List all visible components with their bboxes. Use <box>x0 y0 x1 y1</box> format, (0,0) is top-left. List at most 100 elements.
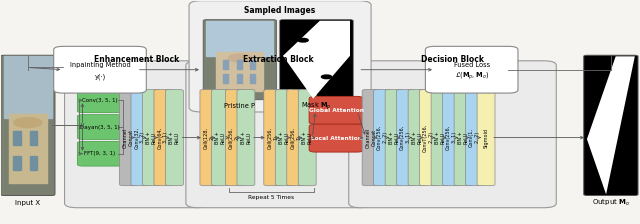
FancyBboxPatch shape <box>211 90 229 186</box>
Text: BN +
ReLU: BN + ReLU <box>241 131 252 144</box>
FancyBboxPatch shape <box>420 90 438 186</box>
Bar <box>223 60 228 69</box>
Text: Extraction Block: Extraction Block <box>243 55 314 64</box>
FancyBboxPatch shape <box>584 55 638 196</box>
FancyBboxPatch shape <box>275 90 293 186</box>
FancyBboxPatch shape <box>77 88 123 113</box>
FancyBboxPatch shape <box>154 90 172 186</box>
FancyBboxPatch shape <box>397 90 415 186</box>
FancyBboxPatch shape <box>200 90 218 186</box>
Text: BN +
ReLU: BN + ReLU <box>146 131 157 144</box>
FancyBboxPatch shape <box>264 90 282 186</box>
Text: FFT(9, 3, 1): FFT(9, 3, 1) <box>84 151 116 156</box>
Text: Mask $\mathbf{M}_p$: Mask $\mathbf{M}_p$ <box>301 101 332 112</box>
Text: Output $\mathbf{M}_o$: Output $\mathbf{M}_o$ <box>592 198 630 208</box>
Text: Decision Block: Decision Block <box>421 55 484 64</box>
FancyBboxPatch shape <box>237 90 255 186</box>
FancyBboxPatch shape <box>65 61 208 208</box>
Text: Repeat 5 Times: Repeat 5 Times <box>248 195 294 200</box>
FancyBboxPatch shape <box>120 90 138 186</box>
Text: y(·): y(·) <box>94 73 106 80</box>
Text: Conv(256,
2, 2): Conv(256, 2, 2) <box>377 125 388 150</box>
FancyBboxPatch shape <box>362 90 380 186</box>
Circle shape <box>14 118 42 127</box>
FancyBboxPatch shape <box>426 46 518 93</box>
Text: BN +
ReLU: BN + ReLU <box>302 131 312 144</box>
Bar <box>206 21 273 56</box>
Text: Conv(256,
3, 1): Conv(256, 3, 1) <box>446 125 457 150</box>
Text: Inpainting Method: Inpainting Method <box>70 62 131 68</box>
Text: Local Attention: Local Attention <box>311 136 362 141</box>
Text: Channel
Concat: Channel Concat <box>123 127 134 148</box>
FancyBboxPatch shape <box>186 61 371 208</box>
FancyBboxPatch shape <box>309 124 364 152</box>
Bar <box>237 60 242 69</box>
FancyBboxPatch shape <box>1 55 55 196</box>
FancyBboxPatch shape <box>131 90 149 186</box>
FancyBboxPatch shape <box>280 20 353 100</box>
FancyBboxPatch shape <box>466 90 483 186</box>
FancyBboxPatch shape <box>349 61 556 208</box>
Text: Sigmoid: Sigmoid <box>484 128 488 148</box>
FancyBboxPatch shape <box>225 90 243 186</box>
Text: Input X: Input X <box>15 200 40 206</box>
Text: Sampled Images: Sampled Images <box>244 6 316 15</box>
Text: BN +
ReLU: BN + ReLU <box>458 131 468 144</box>
Bar <box>13 131 20 145</box>
Bar <box>237 74 242 83</box>
Text: Enhancement Block: Enhancement Block <box>94 55 179 64</box>
Text: Cell(128,
2): Cell(128, 2) <box>204 127 214 149</box>
Text: Fused Loss: Fused Loss <box>454 62 490 68</box>
Bar <box>250 60 255 69</box>
FancyBboxPatch shape <box>77 115 123 139</box>
Polygon shape <box>283 21 350 99</box>
Text: Global Attention: Global Attention <box>308 108 364 113</box>
Text: Cell(256,
1): Cell(256, 1) <box>291 127 301 149</box>
Polygon shape <box>587 56 635 194</box>
Text: BN +
ReLU: BN + ReLU <box>388 131 399 144</box>
Circle shape <box>298 39 308 42</box>
Text: BN +
ReLU: BN + ReLU <box>435 131 445 144</box>
Bar <box>30 156 37 170</box>
FancyBboxPatch shape <box>408 90 426 186</box>
Text: BN +
ReLU: BN + ReLU <box>215 131 226 144</box>
Text: Conv(32,
3, 2): Conv(32, 3, 2) <box>134 127 145 149</box>
FancyBboxPatch shape <box>143 90 161 186</box>
Text: Cell(256,
2): Cell(256, 2) <box>229 127 240 149</box>
Text: ConvT(256,
2, 2): ConvT(256, 2, 2) <box>423 124 434 152</box>
FancyBboxPatch shape <box>189 1 371 112</box>
FancyBboxPatch shape <box>287 90 305 186</box>
Circle shape <box>228 54 252 62</box>
Text: Conv(1,
2, 2): Conv(1, 2, 2) <box>469 128 480 147</box>
Bar <box>13 156 20 170</box>
Text: Conv(64,
3, 1): Conv(64, 3, 1) <box>157 127 168 149</box>
Text: BN +
ReLU: BN + ReLU <box>279 131 290 144</box>
Text: Channel
Concat: Channel Concat <box>365 127 376 148</box>
Circle shape <box>321 75 332 79</box>
Text: $\mathcal{L}(\mathbf{M}_p, \mathbf{M}_o)$: $\mathcal{L}(\mathbf{M}_p, \mathbf{M}_o)… <box>454 71 489 82</box>
Bar <box>9 114 47 183</box>
FancyBboxPatch shape <box>374 90 392 186</box>
Circle shape <box>593 79 605 83</box>
Text: Dayan(3, 5, 1): Dayan(3, 5, 1) <box>80 125 120 129</box>
FancyBboxPatch shape <box>54 46 147 93</box>
Text: Cell(256,
1): Cell(256, 1) <box>268 127 278 149</box>
Text: BN +
ReLU: BN + ReLU <box>412 131 422 144</box>
FancyBboxPatch shape <box>166 90 183 186</box>
Bar <box>250 74 255 83</box>
FancyBboxPatch shape <box>309 96 364 124</box>
Bar <box>216 52 263 91</box>
Text: BN +
ReLU: BN + ReLU <box>169 131 180 144</box>
FancyBboxPatch shape <box>454 90 472 186</box>
FancyBboxPatch shape <box>298 90 316 186</box>
Circle shape <box>617 165 628 169</box>
FancyBboxPatch shape <box>203 20 276 100</box>
Text: Conv(3, 5, 1): Conv(3, 5, 1) <box>82 98 118 103</box>
FancyBboxPatch shape <box>385 90 403 186</box>
Bar <box>30 131 37 145</box>
FancyBboxPatch shape <box>443 90 461 186</box>
FancyBboxPatch shape <box>477 90 495 186</box>
Text: Pristine P: Pristine P <box>225 103 255 110</box>
Bar <box>223 74 228 83</box>
FancyBboxPatch shape <box>431 90 449 186</box>
